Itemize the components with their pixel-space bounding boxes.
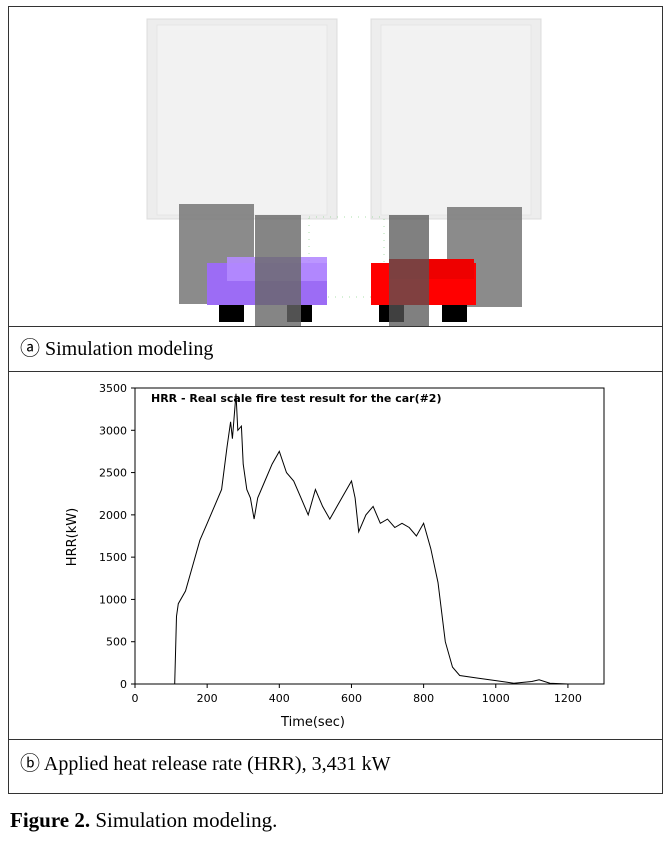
y-tick-label: 2500 [99, 467, 127, 480]
figure-frame [8, 6, 663, 794]
y-axis-label: HRR(kW) [65, 508, 80, 566]
figure-text: Simulation modeling. [95, 808, 278, 832]
x-tick-label: 1200 [554, 692, 582, 705]
panel-caption: ⓐ Simulation modeling [8, 326, 663, 371]
panel-caption: ⓑ Applied heat release rate (HRR), 3,431… [8, 739, 663, 788]
chart-title: HRR - Real scale fire test result for th… [151, 392, 442, 405]
y-tick-label: 1000 [99, 593, 127, 606]
x-tick-label: 200 [197, 692, 218, 705]
chart-panel: HRR - Real scale fire test result for th… [8, 371, 663, 739]
chart: HRR - Real scale fire test result for th… [65, 382, 605, 730]
plot-frame [134, 387, 605, 685]
x-tick-label: 400 [269, 692, 290, 705]
y-tick-label: 3000 [99, 424, 127, 437]
y-tick-label: 3500 [99, 382, 127, 395]
figure-label: Figure 2. [10, 808, 91, 832]
y-tick-label: 500 [106, 636, 127, 649]
y-tick-label: 0 [120, 678, 127, 691]
x-axis-label: Time(sec) [280, 715, 345, 730]
x-tick-label: 800 [413, 692, 434, 705]
y-tick-label: 1500 [99, 551, 127, 564]
x-tick-label: 600 [341, 692, 362, 705]
figure-caption: Figure 2. Simulation modeling. [10, 808, 277, 833]
x-tick-label: 0 [132, 692, 139, 705]
x-tick-label: 1000 [482, 692, 510, 705]
simulation-image [146, 18, 542, 327]
hrr-line [149, 393, 568, 685]
y-tick-label: 2000 [99, 509, 127, 522]
